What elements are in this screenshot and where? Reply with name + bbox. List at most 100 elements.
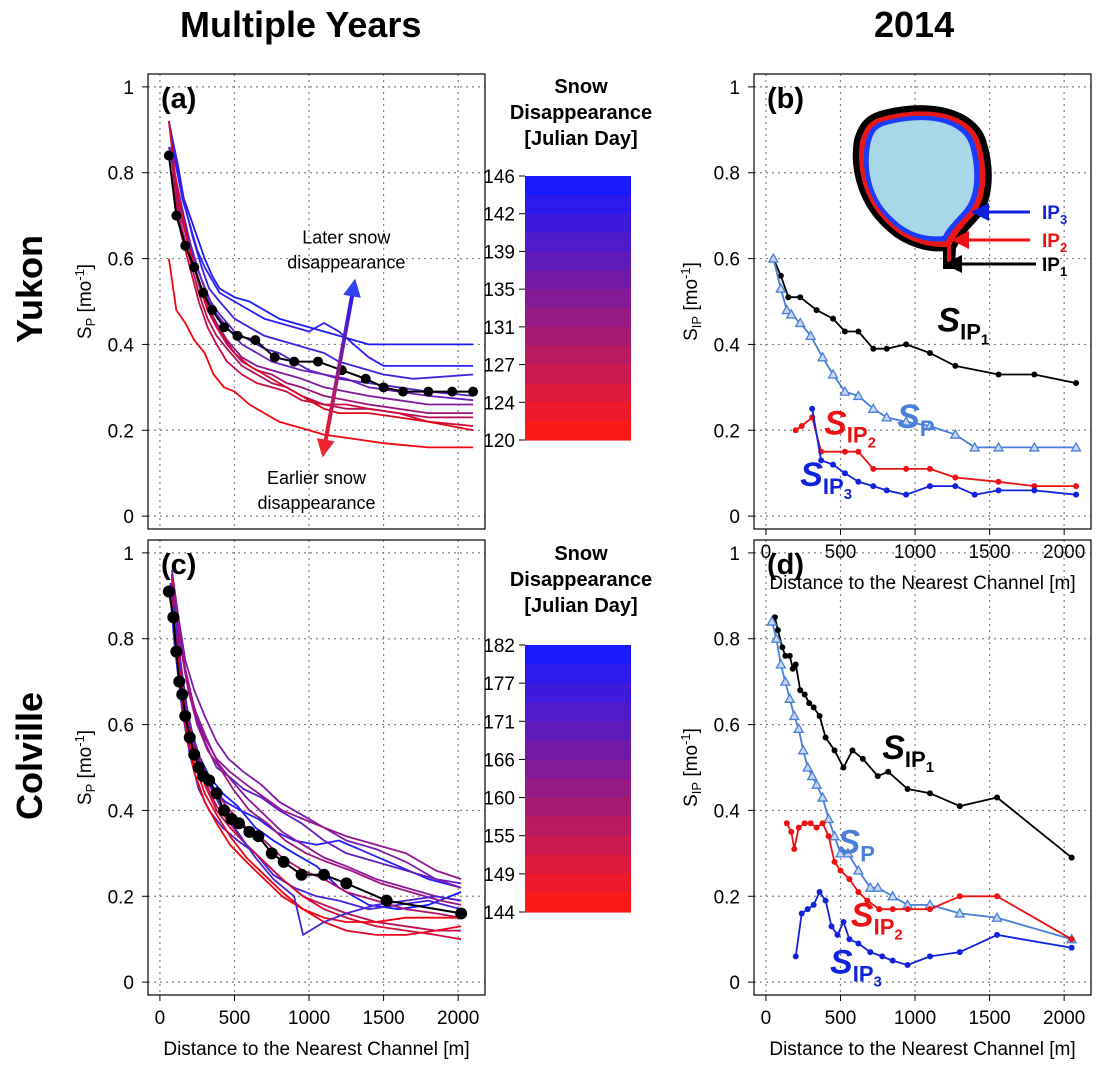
data-point — [1068, 936, 1075, 943]
data-point — [180, 240, 191, 251]
colorbar-step — [525, 402, 631, 422]
lake-water — [868, 120, 975, 237]
x-tick-label: 1000 — [894, 1008, 936, 1029]
y-tick-label: 0.6 — [714, 716, 740, 737]
series-line — [171, 172, 474, 419]
colorbar-title-line: Snow — [554, 543, 608, 565]
data-point — [219, 322, 230, 333]
data-point — [183, 731, 196, 744]
data-point — [397, 386, 408, 397]
data-point — [779, 644, 786, 651]
data-point — [954, 907, 966, 918]
colorbar-step — [525, 873, 631, 894]
arrow-head — [343, 278, 361, 298]
data-point — [956, 803, 963, 810]
y-tick-label: 0.4 — [714, 335, 741, 356]
panel-letter: (d) — [767, 549, 804, 581]
data-point — [842, 847, 854, 858]
data-point — [789, 665, 796, 672]
arrow-head — [316, 438, 335, 458]
data-point — [828, 923, 835, 930]
series-line — [171, 569, 462, 889]
colorbar-title-line: [Julian Day] — [524, 595, 638, 617]
data-point — [992, 441, 1005, 452]
series-line — [171, 574, 462, 889]
series-label: SP — [897, 398, 934, 441]
data-point — [767, 252, 779, 263]
data-point — [904, 961, 911, 968]
data-point — [864, 897, 871, 904]
data-point — [870, 465, 877, 472]
data-point — [295, 868, 308, 881]
y-tick-label: 0.4 — [108, 801, 135, 822]
data-point — [872, 881, 884, 892]
colorbar-tick-label: 166 — [483, 750, 515, 771]
plot-frame — [753, 539, 1092, 996]
colorbar-step — [525, 345, 631, 366]
data-point — [969, 441, 981, 452]
data-point — [870, 345, 877, 352]
ip3-label: IP3 — [1042, 203, 1067, 227]
annotation-text: Earlier snow — [267, 468, 367, 488]
data-point — [794, 317, 806, 328]
data-point — [834, 931, 841, 938]
x-tick-label: 2000 — [437, 1008, 479, 1029]
data-point — [825, 833, 832, 840]
data-point — [798, 422, 805, 429]
data-point — [926, 350, 933, 357]
y-tick-label: 0.8 — [714, 164, 740, 185]
data-point — [269, 352, 280, 363]
data-point — [994, 931, 1001, 938]
y-axis-label: SP [mo-1] — [72, 730, 98, 805]
data-point — [840, 764, 847, 771]
ip2-label: IP2 — [1042, 231, 1067, 255]
colorbar-title-bottom: Snow Disappearance [Julian Day] — [481, 541, 681, 619]
data-point — [995, 478, 1002, 485]
data-point — [170, 645, 183, 658]
data-point — [903, 341, 910, 348]
data-point — [188, 748, 201, 761]
colorbar-step — [525, 176, 631, 196]
data-point — [926, 465, 933, 472]
colorbar-step — [525, 740, 631, 761]
lake-inset: IP3 IP2 IP1 — [852, 105, 1067, 279]
series-label: SIP2 — [824, 405, 876, 452]
data-point — [777, 272, 784, 279]
series-label: SP — [838, 823, 875, 866]
data-point — [971, 491, 978, 498]
x-axis-label: Distance to the Nearest Channel [m] — [163, 1039, 469, 1060]
data-point — [1073, 491, 1080, 498]
data-point — [788, 828, 795, 835]
data-point — [468, 386, 479, 397]
data-point — [874, 773, 881, 780]
data-point — [809, 405, 816, 412]
data-point — [232, 817, 245, 830]
data-point — [839, 385, 851, 396]
series-line — [171, 587, 462, 880]
series-label: SIP3 — [800, 456, 852, 503]
series-label: SIP2 — [851, 896, 903, 943]
colorbar-step — [525, 664, 631, 684]
data-point — [822, 734, 829, 741]
colorbar-step — [525, 778, 631, 799]
colorbar-step — [525, 251, 631, 271]
data-point — [994, 794, 1001, 801]
colorbar-title-line: Snow — [554, 76, 608, 98]
y-tick-label: 0 — [123, 973, 134, 994]
colorbar-tick-label: 160 — [483, 789, 515, 810]
data-point — [171, 210, 182, 221]
colorbar-tick-label: 144 — [483, 903, 515, 924]
y-tick-label: 0.8 — [108, 630, 134, 651]
data-point — [232, 330, 243, 341]
colorbar-tick-label: 146 — [483, 167, 515, 188]
series-label: SIP1 — [882, 729, 934, 776]
plot-frame — [147, 73, 486, 530]
colorbar-step — [525, 645, 631, 665]
y-tick-label: 0.4 — [714, 801, 741, 822]
series-line — [171, 595, 462, 902]
colorbar-tick-label: 177 — [483, 674, 515, 695]
y-tick-label: 0.8 — [714, 630, 740, 651]
annotation-text: disappearance — [287, 253, 405, 273]
colorbar-tick-label: 124 — [483, 393, 515, 414]
